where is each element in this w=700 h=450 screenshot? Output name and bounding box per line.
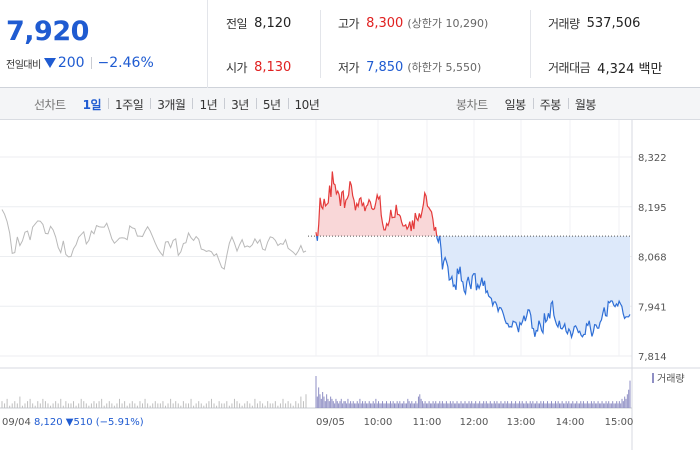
x-axis: 09/04 8,120 ▼510 (−5.91%) 09/05 10:00 11:00 1… bbox=[2, 417, 633, 428]
y-axis: 8,322 8,195 8,068 7,941 7,814 bbox=[638, 153, 667, 363]
change-label: 전일대비 bbox=[6, 59, 41, 71]
tab-candle-daily[interactable]: 일봉 bbox=[504, 97, 527, 112]
x-tick-label: 11:00 bbox=[413, 417, 442, 428]
today-line-up bbox=[317, 171, 438, 237]
x-tick-label: 14:00 bbox=[556, 417, 585, 428]
volume-chart: 거래량 bbox=[1, 373, 685, 408]
stat-label: 거래량 bbox=[548, 16, 580, 31]
stat-sub: (하한가 5,550) bbox=[407, 61, 482, 74]
price-chart[interactable]: 8,322 8,195 8,068 7,941 7,814 거래량 09/04 8,120… bbox=[0, 120, 700, 450]
stat-value: 8,130 bbox=[254, 59, 292, 75]
stats-divider bbox=[530, 10, 531, 78]
tab-candle-weekly[interactable]: 주봉 bbox=[532, 96, 568, 113]
tab-candle-monthly[interactable]: 월봉 bbox=[567, 96, 603, 113]
y-tick-label: 7,814 bbox=[638, 352, 667, 363]
stats-grid: 전일 8,120 고가 8,300 (상한가 10,290) 거래량 537,5… bbox=[208, 0, 700, 88]
today-line-up bbox=[315, 232, 318, 237]
stat-value: 537,506 bbox=[586, 15, 641, 31]
stat-value: 8,120 bbox=[254, 15, 292, 31]
loss-area bbox=[439, 236, 630, 338]
y-tick-label: 7,941 bbox=[638, 302, 667, 313]
today-line-down bbox=[439, 236, 631, 340]
x-tick-label: 09/05 bbox=[316, 417, 345, 428]
stat-label: 전일 bbox=[226, 16, 248, 31]
chart-fills bbox=[316, 171, 630, 338]
candle-chart-periods: 봉차트 일봉 주봉 월봉 bbox=[456, 88, 603, 120]
change-absolute: 200 bbox=[57, 55, 85, 71]
candle-chart-label: 봉차트 bbox=[456, 97, 488, 112]
stat-prev-close: 전일 8,120 bbox=[226, 13, 291, 33]
prev-day-info: 8,120 ▼510 (−5.91%) bbox=[34, 417, 144, 428]
x-tick-label: 15:00 bbox=[605, 417, 634, 428]
stat-low: 저가 7,850 (하한가 5,550) bbox=[338, 57, 481, 77]
tab-period-5y[interactable]: 5년 bbox=[255, 96, 288, 113]
stat-value: 8,300 bbox=[366, 15, 404, 31]
line-chart-label: 선차트 bbox=[34, 97, 66, 112]
tab-period-3y[interactable]: 3년 bbox=[224, 96, 256, 113]
x-tick-label: 13:00 bbox=[507, 417, 536, 428]
y-tick-label: 8,322 bbox=[638, 153, 667, 164]
volume-legend-label: 거래량 bbox=[657, 373, 685, 385]
change-divider bbox=[90, 57, 92, 69]
stat-amount: 거래대금 4,324 백만 bbox=[548, 57, 662, 77]
stat-label: 거래대금 bbox=[548, 60, 591, 75]
stat-high: 고가 8,300 (상한가 10,290) bbox=[338, 13, 488, 33]
stat-label: 고가 bbox=[338, 16, 360, 31]
change-percent: −2.46% bbox=[97, 55, 154, 71]
stat-value: 7,850 bbox=[366, 59, 404, 75]
gain-area bbox=[317, 171, 437, 237]
down-triangle-icon bbox=[43, 58, 56, 68]
tab-period-1w[interactable]: 1주일 bbox=[108, 96, 150, 113]
chart-lines bbox=[1, 171, 631, 340]
x-tick-label: 12:00 bbox=[460, 417, 489, 428]
stat-value: 4,324 백만 bbox=[597, 61, 663, 77]
change-row: 전일대비 200 −2.46% bbox=[6, 54, 154, 72]
prev-day-date: 09/04 bbox=[2, 417, 31, 428]
stat-label: 저가 bbox=[338, 60, 360, 75]
stat-open: 시가 8,130 bbox=[226, 57, 291, 77]
x-tick-label: 10:00 bbox=[364, 417, 393, 428]
line-chart-periods: 선차트 1일 1주일 3개월 1년 3년 5년 10년 bbox=[34, 88, 326, 120]
price-box: 7,920 전일대비 200 −2.46% bbox=[0, 0, 208, 88]
tab-period-1y[interactable]: 1년 bbox=[192, 96, 224, 113]
prev-day-line bbox=[1, 209, 307, 270]
current-price: 7,920 bbox=[6, 16, 89, 47]
stock-summary: 7,920 전일대비 200 −2.46% 전일 8,120 고가 8,300 … bbox=[0, 0, 700, 88]
today-line-down bbox=[316, 236, 319, 241]
stat-sub: (상한가 10,290) bbox=[407, 17, 489, 30]
tab-period-3m[interactable]: 3개월 bbox=[150, 96, 192, 113]
chart-toolbar: 선차트 1일 1주일 3개월 1년 3년 5년 10년 봉차트 일봉 주봉 월봉 bbox=[0, 88, 700, 120]
volume-legend-swatch bbox=[652, 373, 654, 383]
stat-label: 시가 bbox=[226, 60, 248, 75]
y-tick-label: 8,195 bbox=[638, 203, 667, 214]
today-line-down bbox=[436, 236, 441, 245]
tab-period-1d[interactable]: 1일 bbox=[82, 97, 102, 112]
stat-volume: 거래량 537,506 bbox=[548, 13, 640, 33]
stats-divider bbox=[320, 10, 321, 78]
y-tick-label: 8,068 bbox=[638, 253, 667, 264]
chart-grid bbox=[0, 120, 700, 450]
tab-period-10y[interactable]: 10년 bbox=[287, 96, 327, 113]
